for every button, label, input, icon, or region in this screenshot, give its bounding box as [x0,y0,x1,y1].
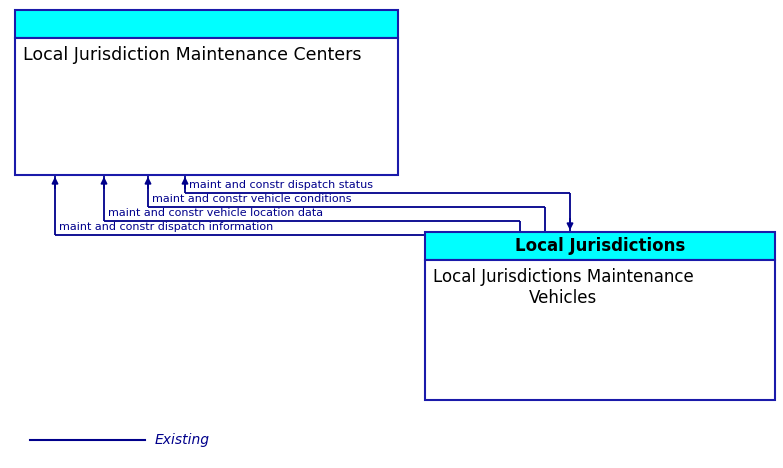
Text: maint and constr dispatch status: maint and constr dispatch status [189,180,373,190]
Text: maint and constr vehicle conditions: maint and constr vehicle conditions [152,194,352,204]
Text: Local Jurisdiction Maintenance Centers: Local Jurisdiction Maintenance Centers [23,46,362,64]
Text: Existing: Existing [155,433,210,447]
Bar [425,232,775,260]
Text: Local Jurisdictions Maintenance
Vehicles: Local Jurisdictions Maintenance Vehicles [433,268,694,307]
Bar [15,38,398,175]
Text: maint and constr vehicle location data: maint and constr vehicle location data [108,208,323,218]
Text: maint and constr dispatch information: maint and constr dispatch information [59,222,273,232]
Text: Local Jurisdictions: Local Jurisdictions [515,237,685,255]
Bar [425,260,775,400]
Bar [15,10,398,38]
